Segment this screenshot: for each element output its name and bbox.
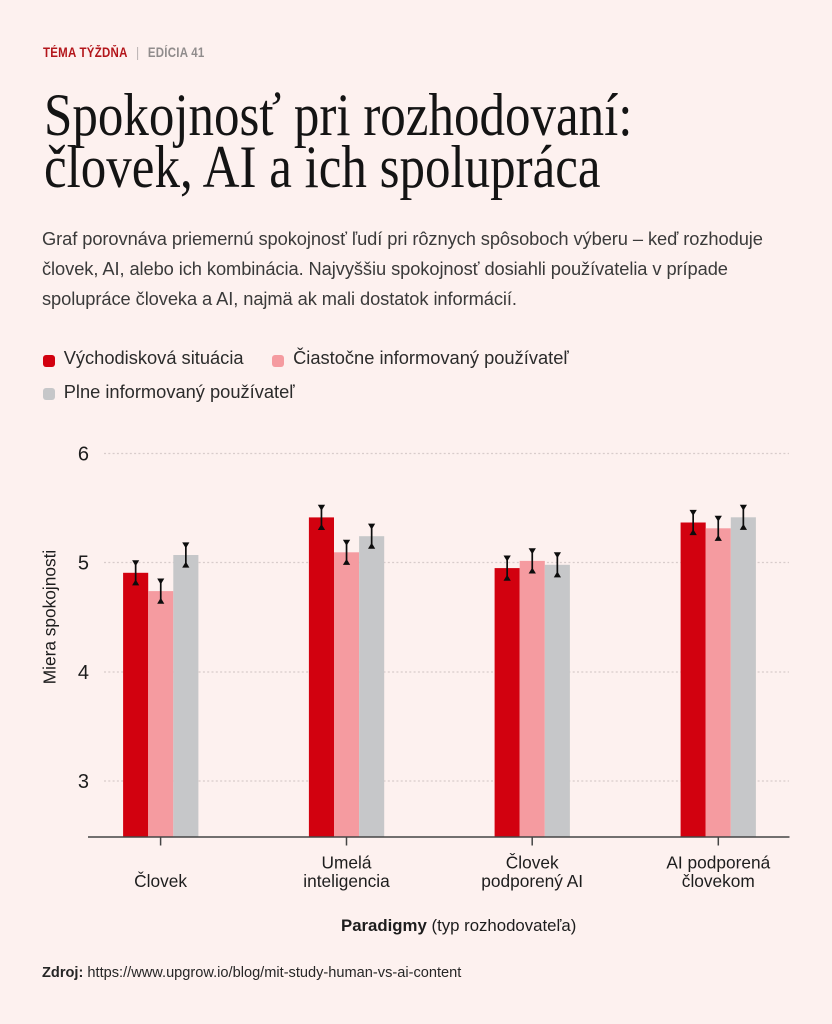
svg-text:inteligencia: inteligencia bbox=[303, 871, 390, 891]
svg-text:AI podporená: AI podporená bbox=[666, 853, 770, 873]
svg-text:Človek: Človek bbox=[134, 871, 187, 891]
svg-text:Umelá: Umelá bbox=[322, 853, 372, 873]
svg-text:5: 5 bbox=[78, 553, 89, 575]
svg-text:6: 6 bbox=[78, 444, 89, 466]
svg-text:Človek: Človek bbox=[506, 853, 559, 873]
svg-text:podporený AI: podporený AI bbox=[481, 871, 583, 891]
svg-text:4: 4 bbox=[78, 662, 89, 684]
svg-text:3: 3 bbox=[78, 771, 89, 793]
svg-text:človekom: človekom bbox=[682, 871, 755, 891]
svg-text:Miera spokojnosti: Miera spokojnosti bbox=[40, 550, 60, 684]
